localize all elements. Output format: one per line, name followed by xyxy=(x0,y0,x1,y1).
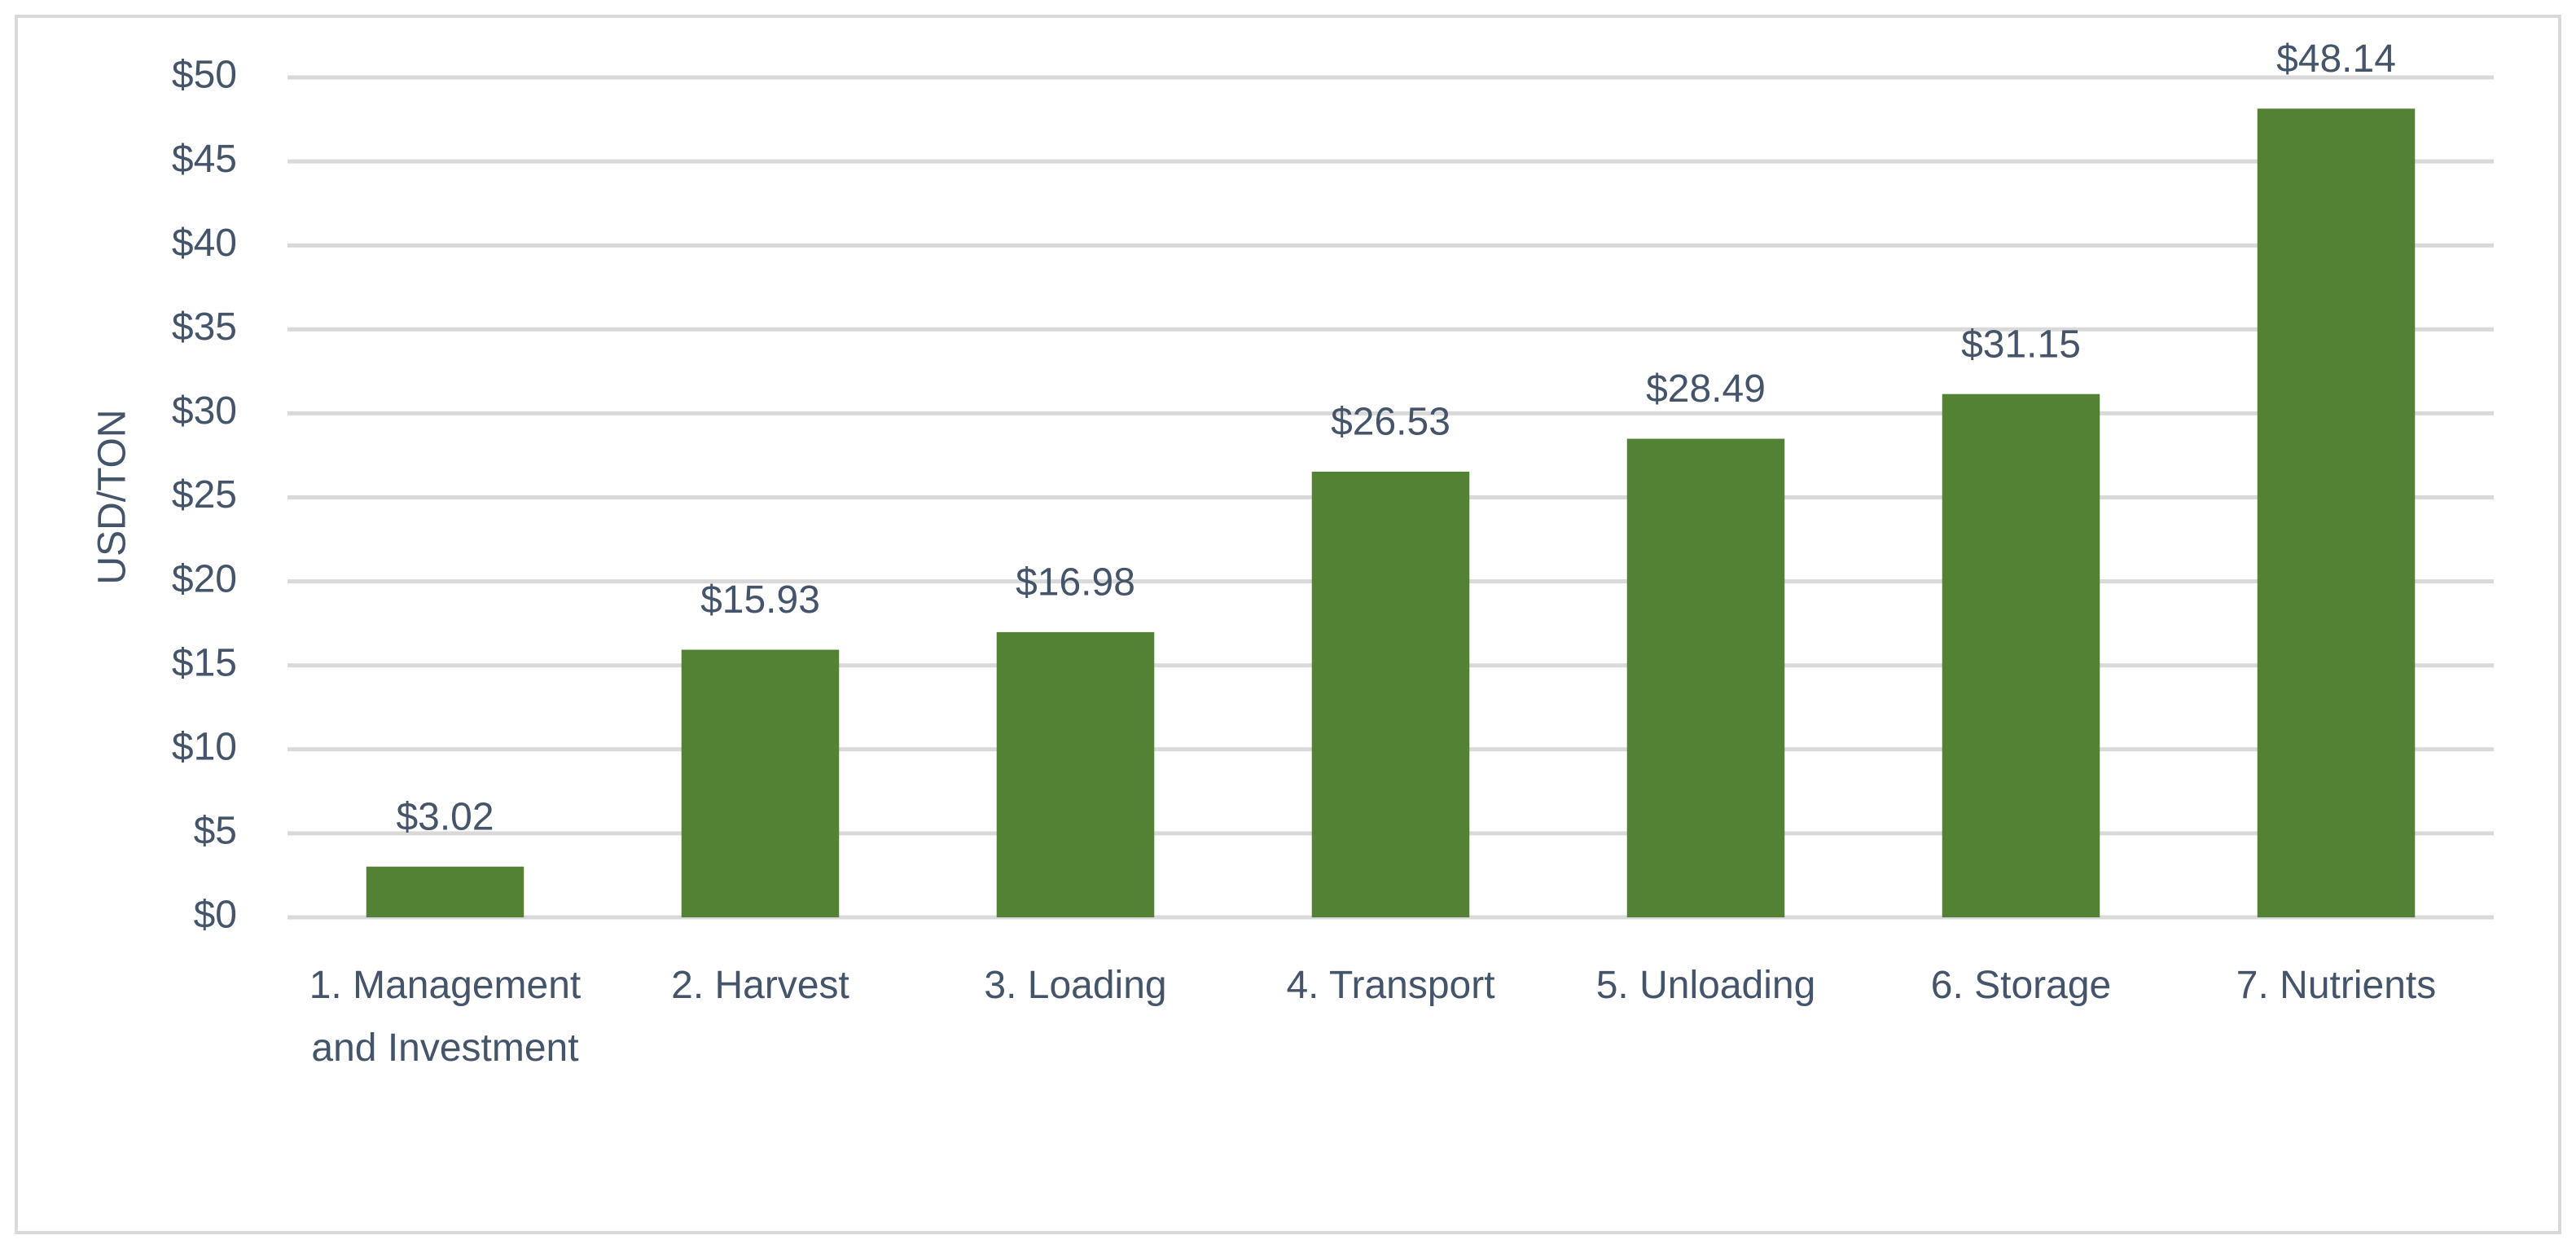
y-tick-label: $35 xyxy=(172,306,237,349)
bar xyxy=(2257,108,2416,917)
data-label: $31.15 xyxy=(1961,323,2081,366)
y-axis-label: USD/TON xyxy=(91,409,134,584)
data-label: $26.53 xyxy=(1331,401,1450,444)
y-tick-label: $5 xyxy=(194,810,237,853)
bar xyxy=(996,631,1155,917)
x-tick-label: 5. Unloading xyxy=(1595,964,1816,1007)
bar xyxy=(1942,393,2100,917)
data-label: $16.98 xyxy=(1016,561,1135,605)
y-tick-label: $25 xyxy=(172,473,237,517)
y-tick-label: $40 xyxy=(172,222,237,265)
x-tick-label: 2. Harvest xyxy=(671,964,849,1007)
data-label: $15.93 xyxy=(700,578,820,622)
y-tick-label: $50 xyxy=(172,54,237,97)
chart-frame xyxy=(15,15,2561,1234)
x-tick-label: 3. Loading xyxy=(984,964,1167,1007)
y-tick-label: $45 xyxy=(172,138,237,181)
data-label: $3.02 xyxy=(396,795,494,838)
data-label: $48.14 xyxy=(2276,37,2396,81)
y-tick-label: $15 xyxy=(172,641,237,684)
y-tick-label: $30 xyxy=(172,389,237,433)
x-tick-label: 7. Nutrients xyxy=(2236,964,2437,1007)
x-tick-label: 1. Management and Investment xyxy=(309,964,581,1070)
data-label: $28.49 xyxy=(1646,367,1766,411)
y-tick-label: $10 xyxy=(172,725,237,768)
x-tick-label: 4. Transport xyxy=(1286,964,1495,1007)
bar xyxy=(681,649,840,917)
x-tick-label: 6. Storage xyxy=(1930,964,2112,1007)
y-tick-label: $20 xyxy=(172,557,237,600)
bar xyxy=(1626,438,1785,917)
bar xyxy=(1311,471,1470,917)
bar xyxy=(366,866,524,917)
y-tick-label: $0 xyxy=(194,894,237,937)
